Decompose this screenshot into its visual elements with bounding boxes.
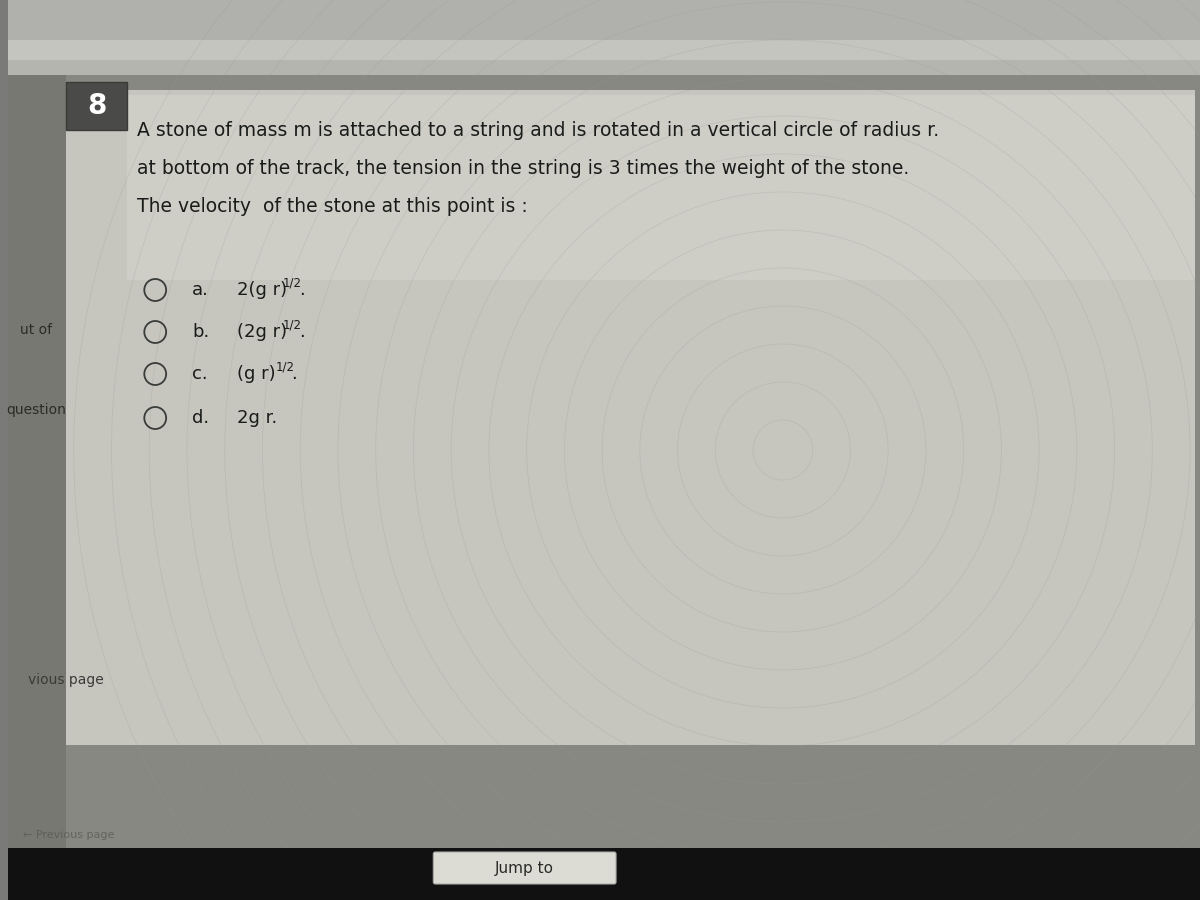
Text: ← Previous page: ← Previous page [23,830,114,840]
Text: .: . [290,365,296,383]
FancyBboxPatch shape [8,60,1200,75]
Text: 2(g r): 2(g r) [236,281,287,299]
Text: 1/2: 1/2 [275,361,294,374]
Text: c.: c. [192,365,208,383]
Text: b.: b. [192,323,209,341]
FancyBboxPatch shape [127,95,1195,280]
Text: Jump to: Jump to [496,860,554,876]
FancyBboxPatch shape [8,75,1200,850]
Text: A stone of mass m is attached to a string and is rotated in a vertical circle of: A stone of mass m is attached to a strin… [137,121,940,140]
FancyBboxPatch shape [8,0,1200,900]
FancyBboxPatch shape [66,82,127,130]
Text: ut of: ut of [20,323,52,337]
Text: a.: a. [192,281,209,299]
Text: question: question [6,403,66,417]
Text: d.: d. [192,409,209,427]
FancyBboxPatch shape [8,40,1200,60]
Text: 1/2: 1/2 [283,319,302,331]
Text: (2g r): (2g r) [236,323,287,341]
Text: .: . [299,323,305,341]
FancyBboxPatch shape [8,75,66,850]
Text: .: . [299,281,305,299]
Text: at bottom of the track, the tension in the string is 3 times the weight of the s: at bottom of the track, the tension in t… [137,158,910,177]
FancyBboxPatch shape [8,0,1200,40]
Text: 8: 8 [86,92,107,120]
Text: 2g r.: 2g r. [236,409,277,427]
Text: (g r): (g r) [236,365,275,383]
Text: The velocity  of the stone at this point is :: The velocity of the stone at this point … [137,196,528,215]
Text: vious page: vious page [28,673,104,687]
Text: 1/2: 1/2 [283,276,302,290]
FancyBboxPatch shape [8,848,1200,900]
FancyBboxPatch shape [62,90,1195,745]
FancyBboxPatch shape [433,852,616,884]
